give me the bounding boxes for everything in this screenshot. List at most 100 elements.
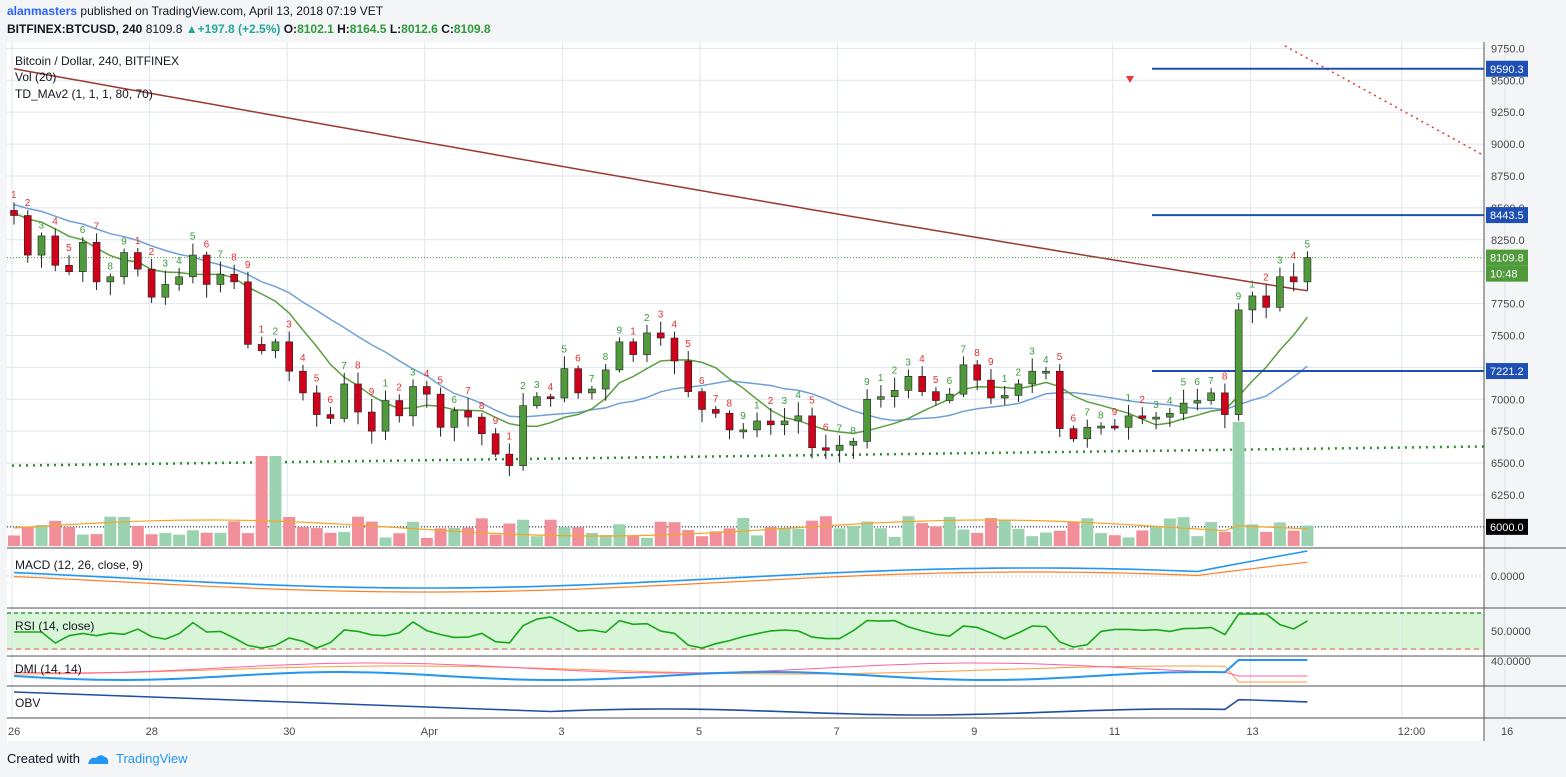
volume-bar — [1150, 527, 1163, 546]
candle-down — [574, 368, 582, 394]
time-tick-label: 13 — [1246, 726, 1258, 738]
price-badge-text: 8443.5 — [1490, 210, 1524, 222]
moving-average-long — [13, 68, 1308, 292]
volume-bar — [1026, 536, 1039, 546]
candle-up — [381, 400, 390, 432]
volume-bar — [709, 531, 722, 546]
candle-down — [1221, 392, 1229, 415]
td-count-label: 1 — [630, 326, 636, 337]
macd-title: MACD (12, 26, close, 9) — [15, 558, 143, 572]
volume-bar — [63, 527, 76, 546]
candle-down — [478, 416, 486, 435]
candle-down — [505, 453, 514, 466]
td-count-label: 4 — [795, 390, 801, 401]
td-count-label: 6 — [451, 395, 457, 406]
candle-down — [1138, 415, 1147, 419]
volume-bar — [241, 533, 254, 546]
td-count-label: 2 — [1263, 272, 1269, 283]
author-link[interactable]: alanmasters — [7, 4, 78, 18]
td-count-label: 9 — [864, 377, 870, 388]
candle-down — [299, 370, 307, 394]
td-count-label: 3 — [658, 310, 664, 321]
td-count-label: 6 — [204, 240, 210, 251]
candle-down — [1069, 428, 1078, 440]
volume-bar — [21, 526, 34, 546]
time-tick-label: 9 — [971, 726, 977, 738]
td-count-label: 1 — [754, 400, 760, 411]
price-tick-label: 7000.0 — [1491, 394, 1525, 406]
candle-down — [546, 396, 555, 400]
price-tick-label: 7750.0 — [1491, 299, 1525, 311]
volume-bar — [1163, 518, 1176, 546]
candle-up — [1207, 392, 1215, 401]
volume-bar — [365, 521, 378, 546]
td-count-label: 6 — [823, 423, 829, 434]
dmi-tick-label: 40.0000 — [1491, 656, 1531, 668]
volume-bar — [338, 532, 351, 546]
volume-bar — [145, 534, 158, 546]
candle-down — [464, 410, 472, 418]
dmi-title: DMI (14, 14) — [15, 662, 82, 676]
high-value: 8164.5 — [349, 22, 387, 36]
td-count-label: 9 — [988, 357, 994, 368]
candle-up — [1152, 416, 1160, 420]
td-count-label: 1 — [878, 373, 884, 384]
candle-up — [835, 444, 844, 451]
candle-down — [918, 375, 926, 392]
volume-bar — [929, 526, 942, 546]
candle-down — [244, 281, 252, 345]
td-count-label: 2 — [149, 247, 155, 258]
volume-bar — [159, 532, 172, 546]
volume-bar — [833, 528, 846, 546]
td-count-label: 7 — [960, 344, 966, 355]
td-count-label: 1 — [259, 325, 265, 336]
time-tick-label: 7 — [834, 726, 840, 738]
volume-bar — [255, 456, 268, 546]
td-count-label: 2 — [892, 366, 898, 377]
volume-bar — [1232, 422, 1245, 546]
rsi-band — [7, 612, 1484, 650]
td-count-label: 3 — [286, 319, 292, 330]
close-value: 8109.8 — [453, 22, 491, 36]
td-count-label: 9 — [1236, 291, 1242, 302]
candle-down — [354, 383, 362, 413]
td-count-label: 2 — [768, 396, 774, 407]
td-count-label: 4 — [1167, 396, 1173, 407]
volume-bar — [475, 518, 488, 546]
td-count-label: 2 — [520, 381, 526, 392]
price-tick-label: 8250.0 — [1491, 235, 1525, 247]
td-count-label: 1 — [11, 190, 17, 201]
price-badge — [1486, 249, 1528, 266]
td-count-label: 6 — [699, 376, 705, 387]
down-arrow-icon — [1126, 76, 1134, 83]
low-value: 8012.6 — [401, 22, 438, 36]
rsi-line — [14, 613, 1308, 649]
td-count-label: 7 — [217, 250, 223, 261]
volume-bar — [1301, 525, 1314, 546]
candle-up — [615, 341, 624, 371]
candle-up — [79, 242, 87, 272]
td-count-label: 6 — [327, 395, 333, 406]
symbol-label: BITFINEX:BTCUSD, 240 — [7, 22, 143, 36]
candle-up — [1166, 413, 1174, 418]
candle-down — [436, 393, 445, 428]
volume-bar — [1040, 532, 1052, 546]
candle-down — [285, 341, 294, 372]
candle-up — [340, 383, 349, 419]
candle-up — [37, 235, 46, 256]
candle-down — [134, 252, 142, 270]
td-count-label: 9 — [493, 416, 499, 427]
tradingview-link[interactable]: TradingView — [115, 751, 188, 766]
macd-line — [13, 550, 1308, 589]
chart-title: Bitcoin / Dollar, 240, BITFINEX — [15, 54, 179, 68]
td-count-label: 5 — [1181, 378, 1187, 389]
td-count-label: 7 — [465, 386, 471, 397]
obv-line — [13, 691, 1308, 716]
td-count-label: 3 — [410, 367, 416, 378]
candle-up — [601, 369, 610, 390]
volume-bar — [819, 516, 832, 546]
volume-bar — [778, 527, 791, 546]
